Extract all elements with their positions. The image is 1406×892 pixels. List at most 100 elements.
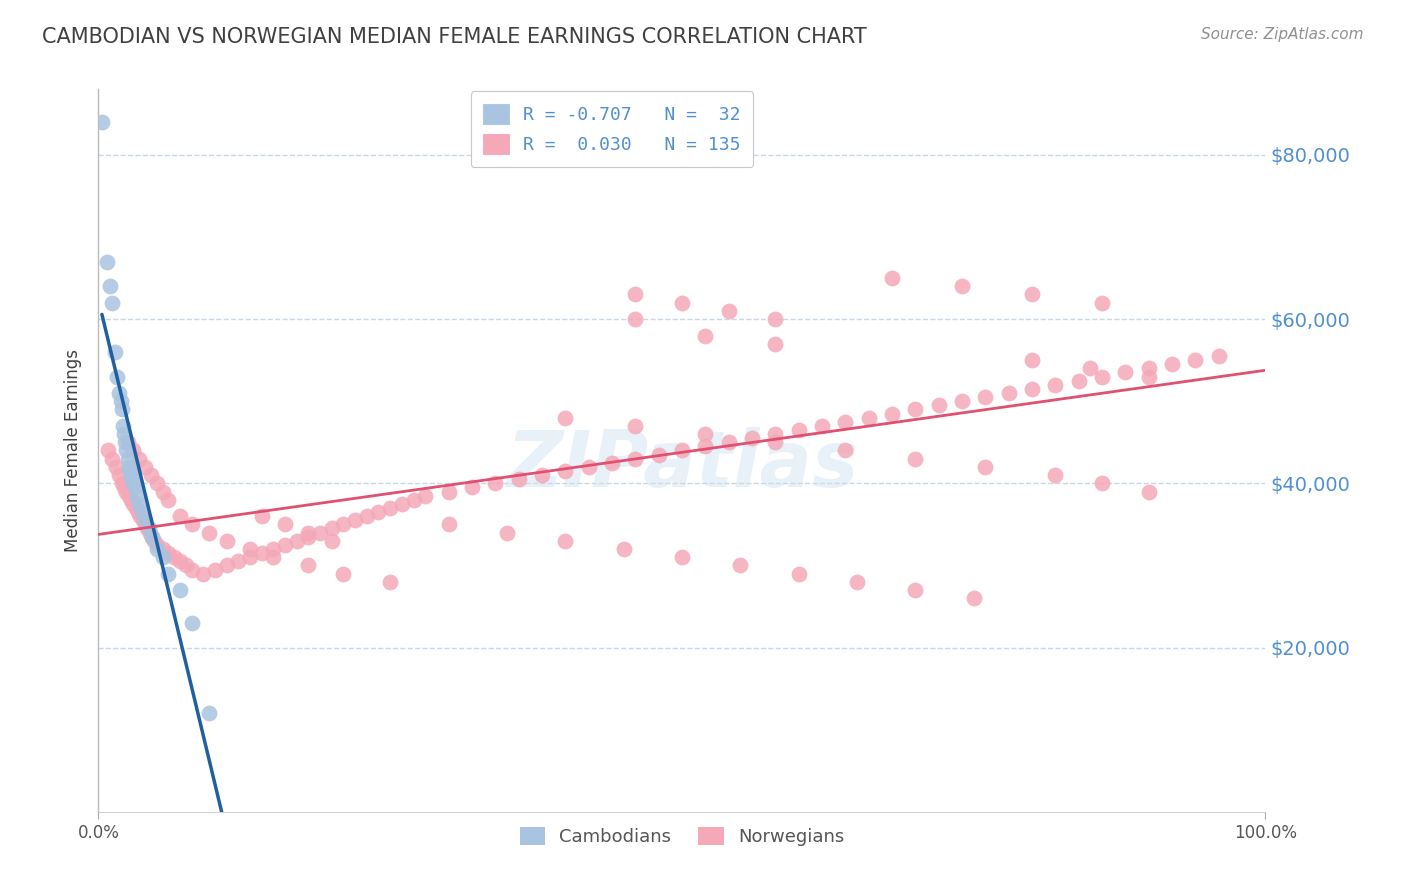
Point: [717, 304, 740, 318]
Point: [974, 390, 997, 404]
Point: [152, 550, 174, 565]
Point: [111, 476, 134, 491]
Point: [297, 530, 319, 544]
Point: [134, 517, 156, 532]
Point: [1091, 295, 1114, 310]
Point: [174, 558, 197, 573]
Point: [671, 443, 693, 458]
Point: [111, 418, 134, 433]
Point: [297, 525, 319, 540]
Point: [105, 369, 128, 384]
Point: [763, 427, 786, 442]
Point: [122, 476, 145, 491]
Point: [157, 492, 180, 507]
Point: [554, 410, 576, 425]
Point: [117, 451, 139, 466]
Point: [1091, 476, 1114, 491]
Point: [695, 439, 717, 453]
Point: [1137, 484, 1160, 499]
Point: [402, 492, 425, 507]
Point: [134, 513, 156, 527]
Point: [858, 410, 880, 425]
Point: [215, 558, 238, 573]
Point: [169, 582, 191, 597]
Point: [122, 497, 145, 511]
Point: [146, 541, 169, 556]
Point: [122, 443, 145, 458]
Point: [228, 554, 250, 568]
Point: [1045, 468, 1067, 483]
Point: [157, 546, 180, 560]
Point: [380, 500, 402, 515]
Point: [108, 386, 131, 401]
Point: [730, 558, 752, 573]
Point: [880, 407, 903, 421]
Text: ZIPatlas: ZIPatlas: [506, 427, 858, 503]
Point: [97, 443, 120, 458]
Point: [152, 541, 174, 556]
Point: [1137, 369, 1160, 384]
Point: [193, 566, 215, 581]
Point: [554, 464, 576, 478]
Point: [904, 582, 927, 597]
Point: [120, 468, 142, 483]
Point: [461, 480, 484, 494]
Point: [763, 312, 786, 326]
Point: [139, 525, 162, 540]
Point: [508, 472, 530, 486]
Y-axis label: Median Female Earnings: Median Female Earnings: [65, 349, 83, 552]
Point: [834, 415, 856, 429]
Point: [496, 525, 519, 540]
Point: [141, 530, 163, 544]
Point: [1161, 357, 1184, 371]
Point: [321, 521, 343, 535]
Point: [138, 521, 160, 535]
Point: [1137, 361, 1160, 376]
Point: [239, 550, 262, 565]
Point: [114, 435, 136, 450]
Point: [613, 541, 636, 556]
Point: [811, 418, 834, 433]
Point: [834, 443, 856, 458]
Point: [1045, 377, 1067, 392]
Point: [554, 533, 576, 548]
Point: [112, 480, 135, 494]
Point: [169, 509, 191, 524]
Point: [96, 254, 118, 268]
Point: [962, 591, 984, 606]
Point: [997, 386, 1019, 401]
Point: [578, 459, 600, 474]
Point: [787, 423, 810, 437]
Point: [787, 566, 810, 581]
Point: [647, 448, 669, 462]
Point: [120, 492, 142, 507]
Point: [127, 505, 149, 519]
Point: [695, 427, 717, 442]
Point: [367, 505, 389, 519]
Point: [250, 509, 273, 524]
Point: [413, 489, 436, 503]
Point: [98, 279, 121, 293]
Point: [974, 459, 997, 474]
Text: CAMBODIAN VS NORWEGIAN MEDIAN FEMALE EARNINGS CORRELATION CHART: CAMBODIAN VS NORWEGIAN MEDIAN FEMALE EAR…: [42, 27, 868, 46]
Point: [624, 451, 647, 466]
Point: [356, 509, 378, 524]
Point: [297, 558, 319, 573]
Point: [104, 345, 127, 359]
Point: [332, 566, 354, 581]
Point: [129, 509, 152, 524]
Point: [152, 484, 174, 499]
Point: [1091, 369, 1114, 384]
Point: [250, 546, 273, 560]
Point: [204, 562, 226, 576]
Point: [108, 468, 131, 483]
Point: [110, 394, 132, 409]
Point: [763, 435, 786, 450]
Point: [262, 550, 284, 565]
Point: [146, 476, 169, 491]
Point: [111, 402, 134, 417]
Point: [136, 521, 159, 535]
Point: [115, 443, 138, 458]
Point: [118, 489, 141, 503]
Point: [118, 459, 141, 474]
